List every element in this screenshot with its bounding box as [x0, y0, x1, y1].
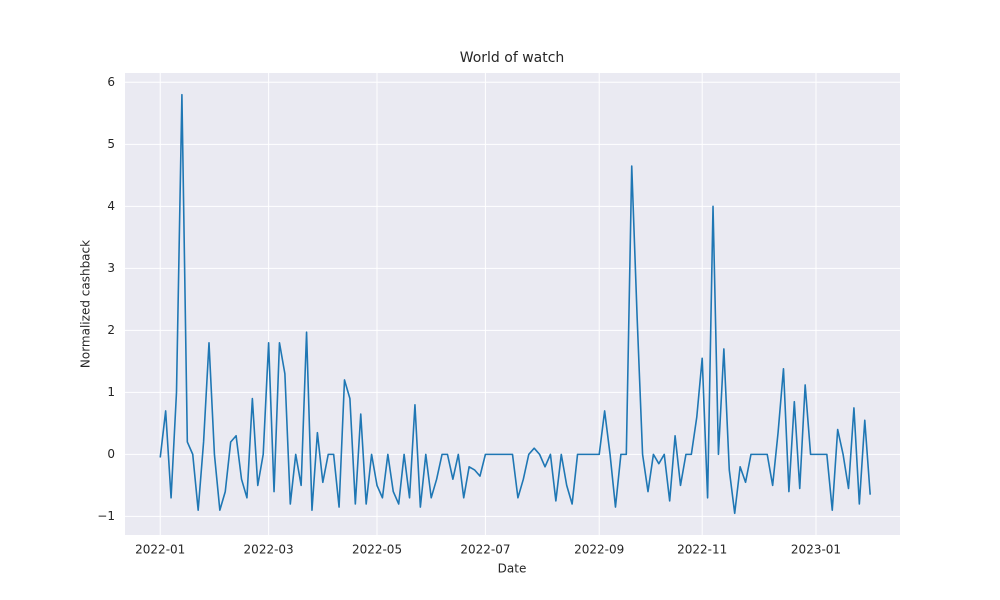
x-axis-label: Date: [498, 562, 527, 576]
chart-title: World of watch: [460, 50, 565, 66]
y-axis-label: Normalized cashback: [79, 240, 93, 368]
y-tick-label: 5: [107, 137, 115, 151]
y-tick-label: 4: [107, 199, 115, 213]
y-tick-label: 1: [107, 385, 115, 399]
y-tick-label: 6: [107, 75, 115, 89]
x-tick-label: 2023-01: [791, 543, 841, 557]
y-tick-label: 2: [107, 323, 115, 337]
data-line: [159, 93, 871, 515]
plot-area: [125, 73, 900, 535]
x-tick-label: 2022-05: [352, 543, 402, 557]
x-tick-label: 2022-01: [135, 543, 185, 557]
x-tick-label: 2022-09: [574, 543, 624, 557]
x-tick-label: 2022-03: [244, 543, 294, 557]
x-tick-label: 2022-07: [460, 543, 510, 557]
y-tick-label: 0: [107, 447, 115, 461]
y-tick-label: 3: [107, 261, 115, 275]
y-tick-label: −1: [97, 509, 115, 523]
x-tick-label: 2022-11: [677, 543, 727, 557]
